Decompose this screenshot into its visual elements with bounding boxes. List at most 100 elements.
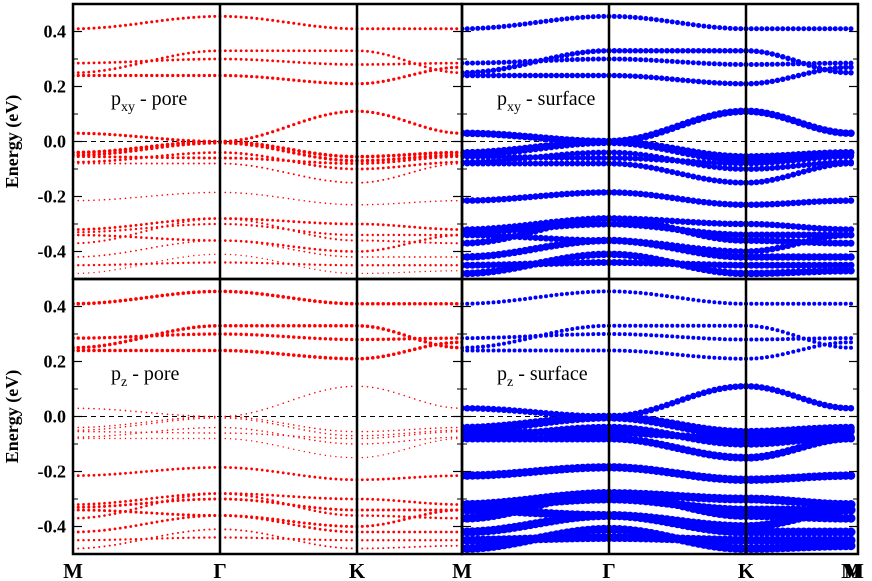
band-point [392, 477, 396, 481]
band-point [685, 159, 692, 166]
band-point [381, 514, 385, 518]
band-point [444, 130, 448, 134]
band-point [700, 153, 708, 161]
band-point [335, 255, 337, 257]
band-point [118, 348, 123, 353]
band-point [177, 437, 179, 440]
band-point [208, 492, 211, 496]
band-point [382, 436, 385, 439]
band-point [554, 333, 559, 338]
band-point [261, 257, 263, 260]
band-point [271, 218, 275, 222]
band-point [542, 192, 550, 199]
band-point [463, 427, 471, 436]
band-point [287, 21, 290, 25]
band-point [371, 222, 375, 226]
band-point [595, 72, 602, 79]
band-point [87, 473, 91, 477]
band-point [728, 323, 733, 328]
band-point [260, 323, 264, 328]
band-point [366, 443, 369, 445]
band-point [365, 158, 370, 163]
band-point [171, 261, 174, 265]
band-point [377, 442, 379, 445]
band-point [323, 221, 327, 225]
band-point [145, 411, 148, 414]
band-point [434, 27, 438, 31]
band-point [134, 262, 138, 266]
band-point [732, 80, 739, 87]
band-point [738, 337, 743, 342]
band-point [161, 225, 164, 228]
band-point [664, 48, 670, 54]
band-point [470, 26, 475, 32]
band-point [261, 418, 263, 421]
band-point [632, 155, 639, 162]
band-point [224, 432, 227, 434]
band-point [732, 179, 739, 186]
band-point [103, 254, 106, 257]
band-point [235, 254, 237, 256]
band-point [150, 246, 153, 249]
band-point [391, 352, 396, 357]
band-point [836, 267, 845, 275]
band-point [428, 343, 433, 348]
band-point [171, 17, 175, 21]
band-point [738, 356, 743, 361]
band-point [239, 218, 243, 221]
band-point [92, 73, 96, 78]
band-point [371, 530, 375, 534]
band-point [329, 429, 332, 432]
band-point [564, 16, 570, 22]
band-point [838, 340, 843, 345]
band-point [574, 72, 581, 79]
band-point [108, 226, 112, 230]
band-point [371, 239, 374, 242]
band-point [801, 71, 807, 77]
band-point [334, 323, 338, 328]
band-point [151, 437, 153, 440]
band-point [318, 523, 322, 527]
band-point [271, 469, 275, 473]
band-point [391, 301, 396, 306]
band-point [313, 263, 317, 266]
band-point [440, 439, 442, 442]
band-point [637, 48, 644, 54]
band-point [172, 258, 174, 260]
band-point [256, 433, 258, 435]
band-point [271, 49, 275, 53]
band-point [150, 228, 153, 231]
band-point [486, 344, 491, 349]
band-point [449, 131, 454, 135]
band-point [685, 59, 691, 65]
band-point [339, 154, 343, 158]
band-point [674, 148, 681, 156]
band-point [319, 201, 321, 204]
band-point [392, 176, 395, 179]
band-point [496, 348, 501, 353]
band-point [528, 348, 533, 353]
band-point [435, 440, 437, 443]
band-point [128, 348, 133, 353]
band-point [397, 62, 401, 66]
band-point [626, 216, 634, 224]
band-point [569, 160, 576, 167]
band-point [113, 512, 117, 515]
band-point [423, 125, 427, 129]
band-point [250, 419, 253, 421]
band-point [276, 494, 280, 497]
band-point [638, 15, 644, 21]
band-point [790, 57, 796, 63]
band-point [76, 150, 81, 155]
band-point [412, 347, 417, 352]
band-point [408, 500, 411, 504]
band-point [450, 199, 453, 202]
band-point [255, 261, 259, 265]
band-point [397, 240, 401, 243]
band-point [108, 425, 111, 427]
band-point [308, 430, 311, 432]
band-point [308, 221, 311, 224]
band-point [113, 501, 117, 504]
band-point [82, 474, 85, 477]
band-point [377, 387, 379, 390]
